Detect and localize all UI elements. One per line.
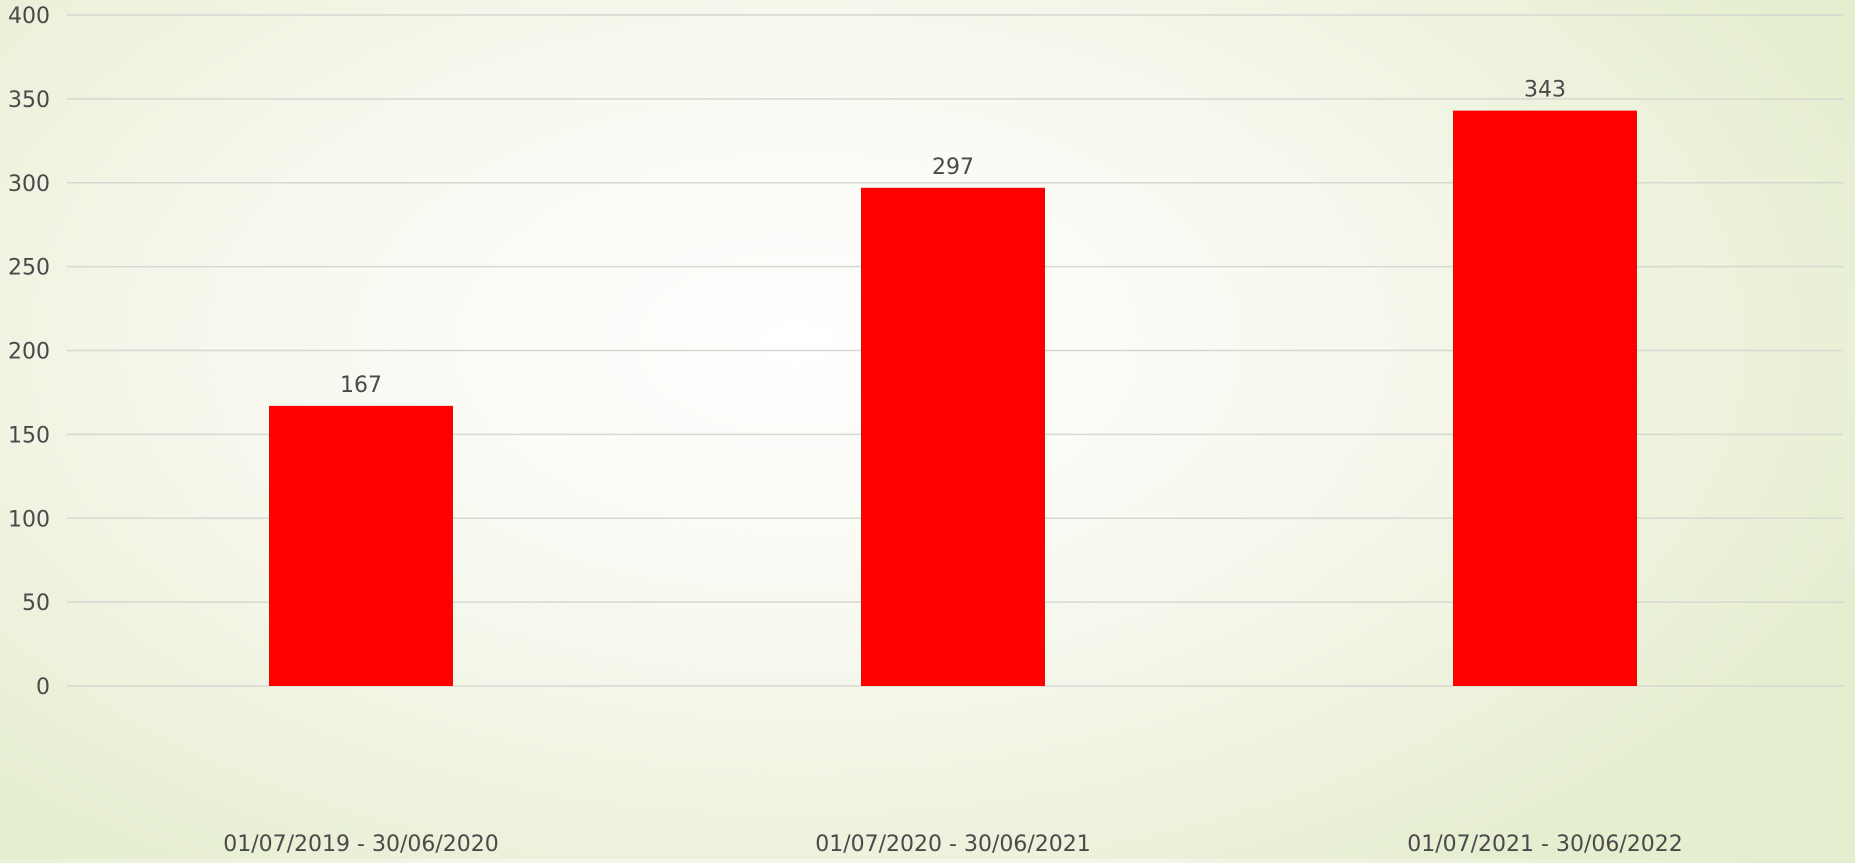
x-axis-tick-labels: 01/07/2019 - 30/06/2020 01/07/2020 - 30/0…: [223, 832, 1683, 857]
bar: [269, 405, 453, 686]
data-label: 297: [932, 155, 974, 180]
y-axis-tick-labels: 0 50 100 150 200 250 300 350 400: [8, 4, 50, 700]
data-label: 167: [340, 373, 382, 398]
y-tick-label: 400: [8, 4, 50, 29]
x-tick-label: 01/07/2020 - 30/06/2021: [815, 832, 1091, 857]
data-labels: 167 297 343: [340, 78, 1566, 398]
y-tick-label: 150: [8, 423, 50, 448]
y-tick-label: 200: [8, 340, 50, 365]
y-tick-label: 300: [8, 172, 50, 197]
x-tick-label: 01/07/2019 - 30/06/2020: [223, 832, 499, 857]
y-tick-label: 350: [8, 88, 50, 113]
bar: [1453, 110, 1637, 687]
y-tick-label: 0: [36, 675, 50, 700]
y-tick-label: 250: [8, 256, 50, 281]
y-tick-label: 50: [22, 591, 50, 616]
bars: [269, 110, 1637, 687]
data-label: 343: [1524, 78, 1566, 103]
y-tick-label: 100: [8, 507, 50, 532]
x-tick-label: 01/07/2021 - 30/06/2022: [1407, 832, 1683, 857]
bar: [861, 187, 1045, 686]
